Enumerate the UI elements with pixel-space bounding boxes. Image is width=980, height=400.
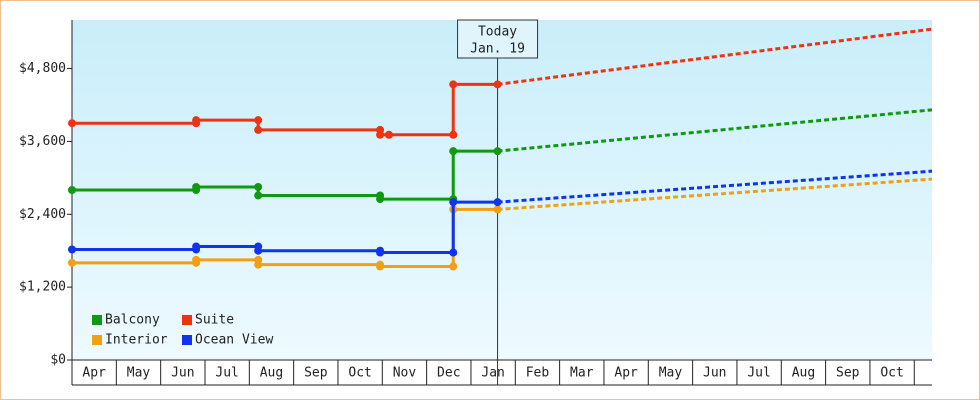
- price-point: [68, 245, 76, 254]
- price-point: [493, 147, 502, 156]
- price-point: [384, 130, 393, 139]
- x-tick-label: May: [659, 366, 683, 381]
- y-tick-label: $4,800: [19, 61, 66, 76]
- y-tick-label: $3,600: [19, 134, 66, 149]
- price-point: [192, 242, 201, 251]
- price-point: [449, 248, 458, 257]
- x-tick-label: Feb: [526, 366, 550, 381]
- price-point: [68, 258, 76, 267]
- x-tick-label: Jul: [215, 366, 238, 381]
- legend-swatch: [182, 315, 192, 325]
- price-point: [449, 198, 458, 207]
- forecast-line: [497, 177, 933, 211]
- plot-area: [72, 20, 932, 360]
- today-date: Jan. 19: [470, 42, 525, 57]
- x-tick-label: Sep: [836, 366, 860, 381]
- x-tick-label: Oct: [880, 366, 903, 381]
- price-point: [449, 262, 458, 271]
- forecast-line: [497, 169, 933, 204]
- y-tick-label: $0: [50, 353, 66, 368]
- legend-swatch: [182, 335, 192, 345]
- price-point: [449, 80, 458, 89]
- x-tick-label: Jun: [703, 366, 726, 381]
- legend-label: Interior: [105, 333, 168, 348]
- legend-swatch: [92, 335, 102, 345]
- price-point: [192, 116, 201, 125]
- price-point: [68, 119, 76, 128]
- price-point: [254, 116, 263, 125]
- x-tick-label: Sep: [304, 366, 328, 381]
- x-tick-label: May: [127, 366, 151, 381]
- legend-label: Balcony: [105, 313, 160, 328]
- x-tick-label: Mar: [570, 366, 594, 381]
- legend-swatch: [92, 315, 102, 325]
- price-point: [68, 186, 76, 194]
- price-point: [192, 255, 201, 264]
- x-tick-label: Apr: [614, 366, 638, 381]
- price-point: [493, 198, 502, 207]
- price-point: [254, 191, 263, 200]
- x-tick-label: Jan: [481, 366, 504, 381]
- today-title: Today: [478, 25, 517, 40]
- price-point: [254, 125, 263, 134]
- x-tick-label: Dec: [437, 366, 460, 381]
- x-tick-label: Aug: [260, 366, 283, 381]
- x-tick-label: Nov: [393, 366, 417, 381]
- price-point: [254, 260, 263, 269]
- x-tick-label: Jun: [171, 366, 194, 381]
- x-tick-label: Jul: [747, 366, 770, 381]
- price-point: [493, 205, 502, 214]
- price-point: [449, 147, 458, 156]
- price-point: [449, 130, 458, 139]
- chart-layer: $0 $1,200 $2,400 $3,600 $4,800 Apr May Jun Jul Au…: [19, 19, 933, 386]
- price-point: [376, 262, 385, 271]
- price-point: [493, 80, 502, 89]
- forecast-line: [497, 27, 933, 86]
- x-tick-label: Aug: [792, 366, 815, 381]
- legend-label: Suite: [195, 313, 234, 328]
- today-box: [457, 19, 539, 59]
- price-point: [376, 195, 385, 204]
- price-point: [376, 130, 385, 139]
- price-point: [254, 182, 263, 191]
- x-tick-label: Apr: [82, 366, 106, 381]
- price-point: [254, 246, 263, 255]
- forecast-line: [497, 108, 933, 153]
- y-tick-label: $2,400: [19, 207, 66, 222]
- y-tick-label: $1,200: [19, 280, 66, 295]
- price-point: [192, 182, 201, 191]
- x-tick-label: Oct: [348, 366, 371, 381]
- legend-label: Ocean View: [195, 333, 273, 348]
- price-point: [376, 248, 385, 257]
